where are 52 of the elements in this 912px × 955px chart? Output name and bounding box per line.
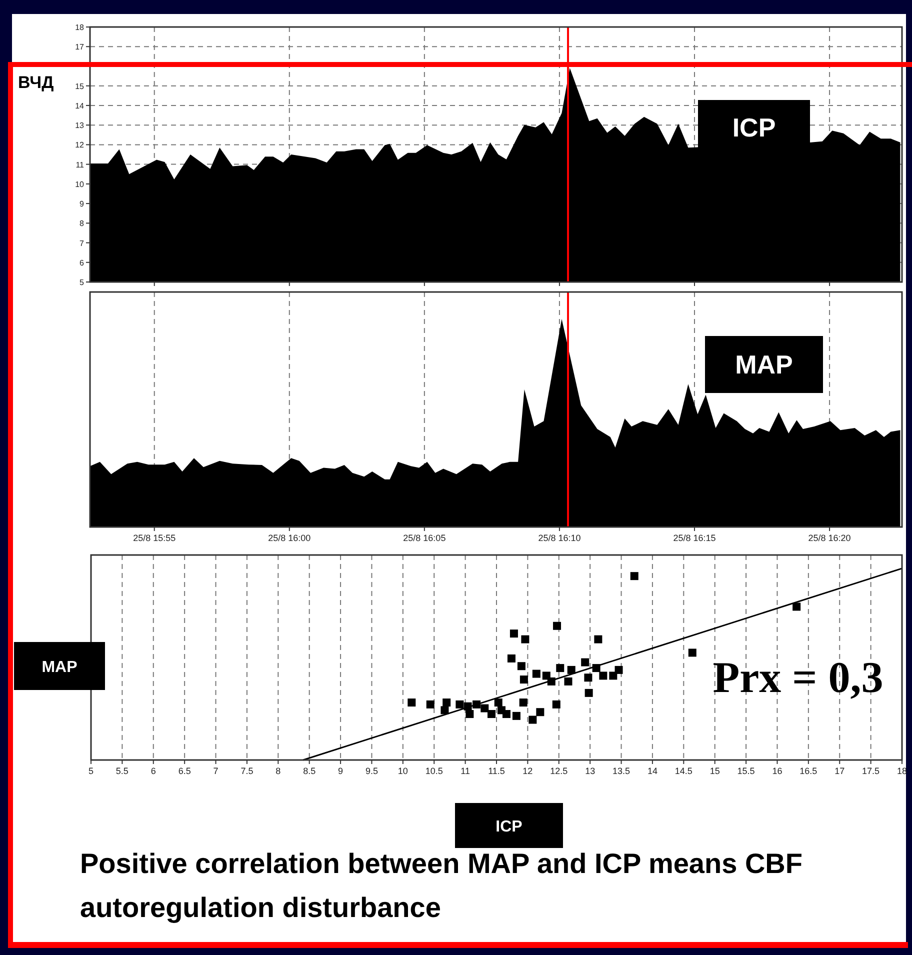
x-tick-label: 14.5 xyxy=(674,766,692,776)
x-tick-label: 16 xyxy=(772,766,782,776)
x-tick-label: 16.5 xyxy=(800,766,818,776)
x-tick-label: 12.5 xyxy=(550,766,568,776)
y-tick-label: 15 xyxy=(75,82,85,91)
series-label: MAP xyxy=(735,350,793,380)
y-tick-label: 7 xyxy=(80,238,85,248)
x-tick-label: 5.5 xyxy=(116,766,128,776)
y-tick-label: 14 xyxy=(75,101,85,110)
x-tick-label: 25/8 15:55 xyxy=(133,533,176,543)
x-tick-label: 6.5 xyxy=(178,766,191,776)
y-tick-label: 12 xyxy=(75,140,85,150)
x-tick-label: 8.5 xyxy=(303,766,316,776)
y-tick-label: 17 xyxy=(75,42,85,52)
y-axis-title: MAP xyxy=(42,659,78,676)
x-tick-label: 17 xyxy=(834,766,845,776)
x-tick-label: 5 xyxy=(88,766,94,776)
x-tick-label: 7.5 xyxy=(240,766,254,776)
x-axis-title: ICP xyxy=(496,818,523,836)
x-tick-label: 10 xyxy=(398,766,408,776)
y-tick-label: 9 xyxy=(80,200,85,209)
x-tick-label: 8 xyxy=(276,766,281,776)
x-tick-label: 15 xyxy=(710,766,720,776)
x-tick-label: 7 xyxy=(213,766,218,776)
x-tick-label: 13 xyxy=(585,766,596,776)
y-tick-label: 11 xyxy=(76,160,85,170)
y-tick-label: 18 xyxy=(75,23,85,32)
x-tick-label: 10.5 xyxy=(425,766,443,776)
x-tick-label: 25/8 16:20 xyxy=(808,533,851,543)
x-tick-label: 9 xyxy=(338,766,344,776)
x-tick-label: 17.5 xyxy=(862,766,880,776)
y-tick-label: 13 xyxy=(75,121,85,130)
text: Positive correlation between MAP and ICP means CBF autoregulation disturbance xyxy=(80,848,810,923)
x-tick-label: 11.5 xyxy=(488,766,505,776)
x-tick-label: 15.5 xyxy=(737,766,755,776)
x-tick-label: 25/8 16:00 xyxy=(268,533,311,543)
x-tick-label: 6 xyxy=(150,766,156,776)
x-tick-label: 9.5 xyxy=(365,766,378,776)
y-tick-label: 10 xyxy=(75,180,85,189)
y-tick-label: 5 xyxy=(80,278,85,287)
x-tick-label: 25/8 16:15 xyxy=(673,533,716,543)
x-tick-label: 13.5 xyxy=(612,766,630,776)
x-tick-label: 25/8 16:10 xyxy=(538,533,581,543)
annotation: Prx = 0,3 xyxy=(712,653,884,702)
series-label: ICP xyxy=(732,112,776,142)
y-tick-label: 8 xyxy=(80,219,85,228)
y-tick-label: 6 xyxy=(80,258,85,268)
y-axis-title: ВЧД xyxy=(18,73,54,92)
x-tick-label: 12 xyxy=(522,766,533,776)
x-tick-label: 14 xyxy=(647,766,658,776)
x-tick-label: 25/8 16:05 xyxy=(403,533,446,543)
x-tick-label: 11 xyxy=(460,766,470,776)
